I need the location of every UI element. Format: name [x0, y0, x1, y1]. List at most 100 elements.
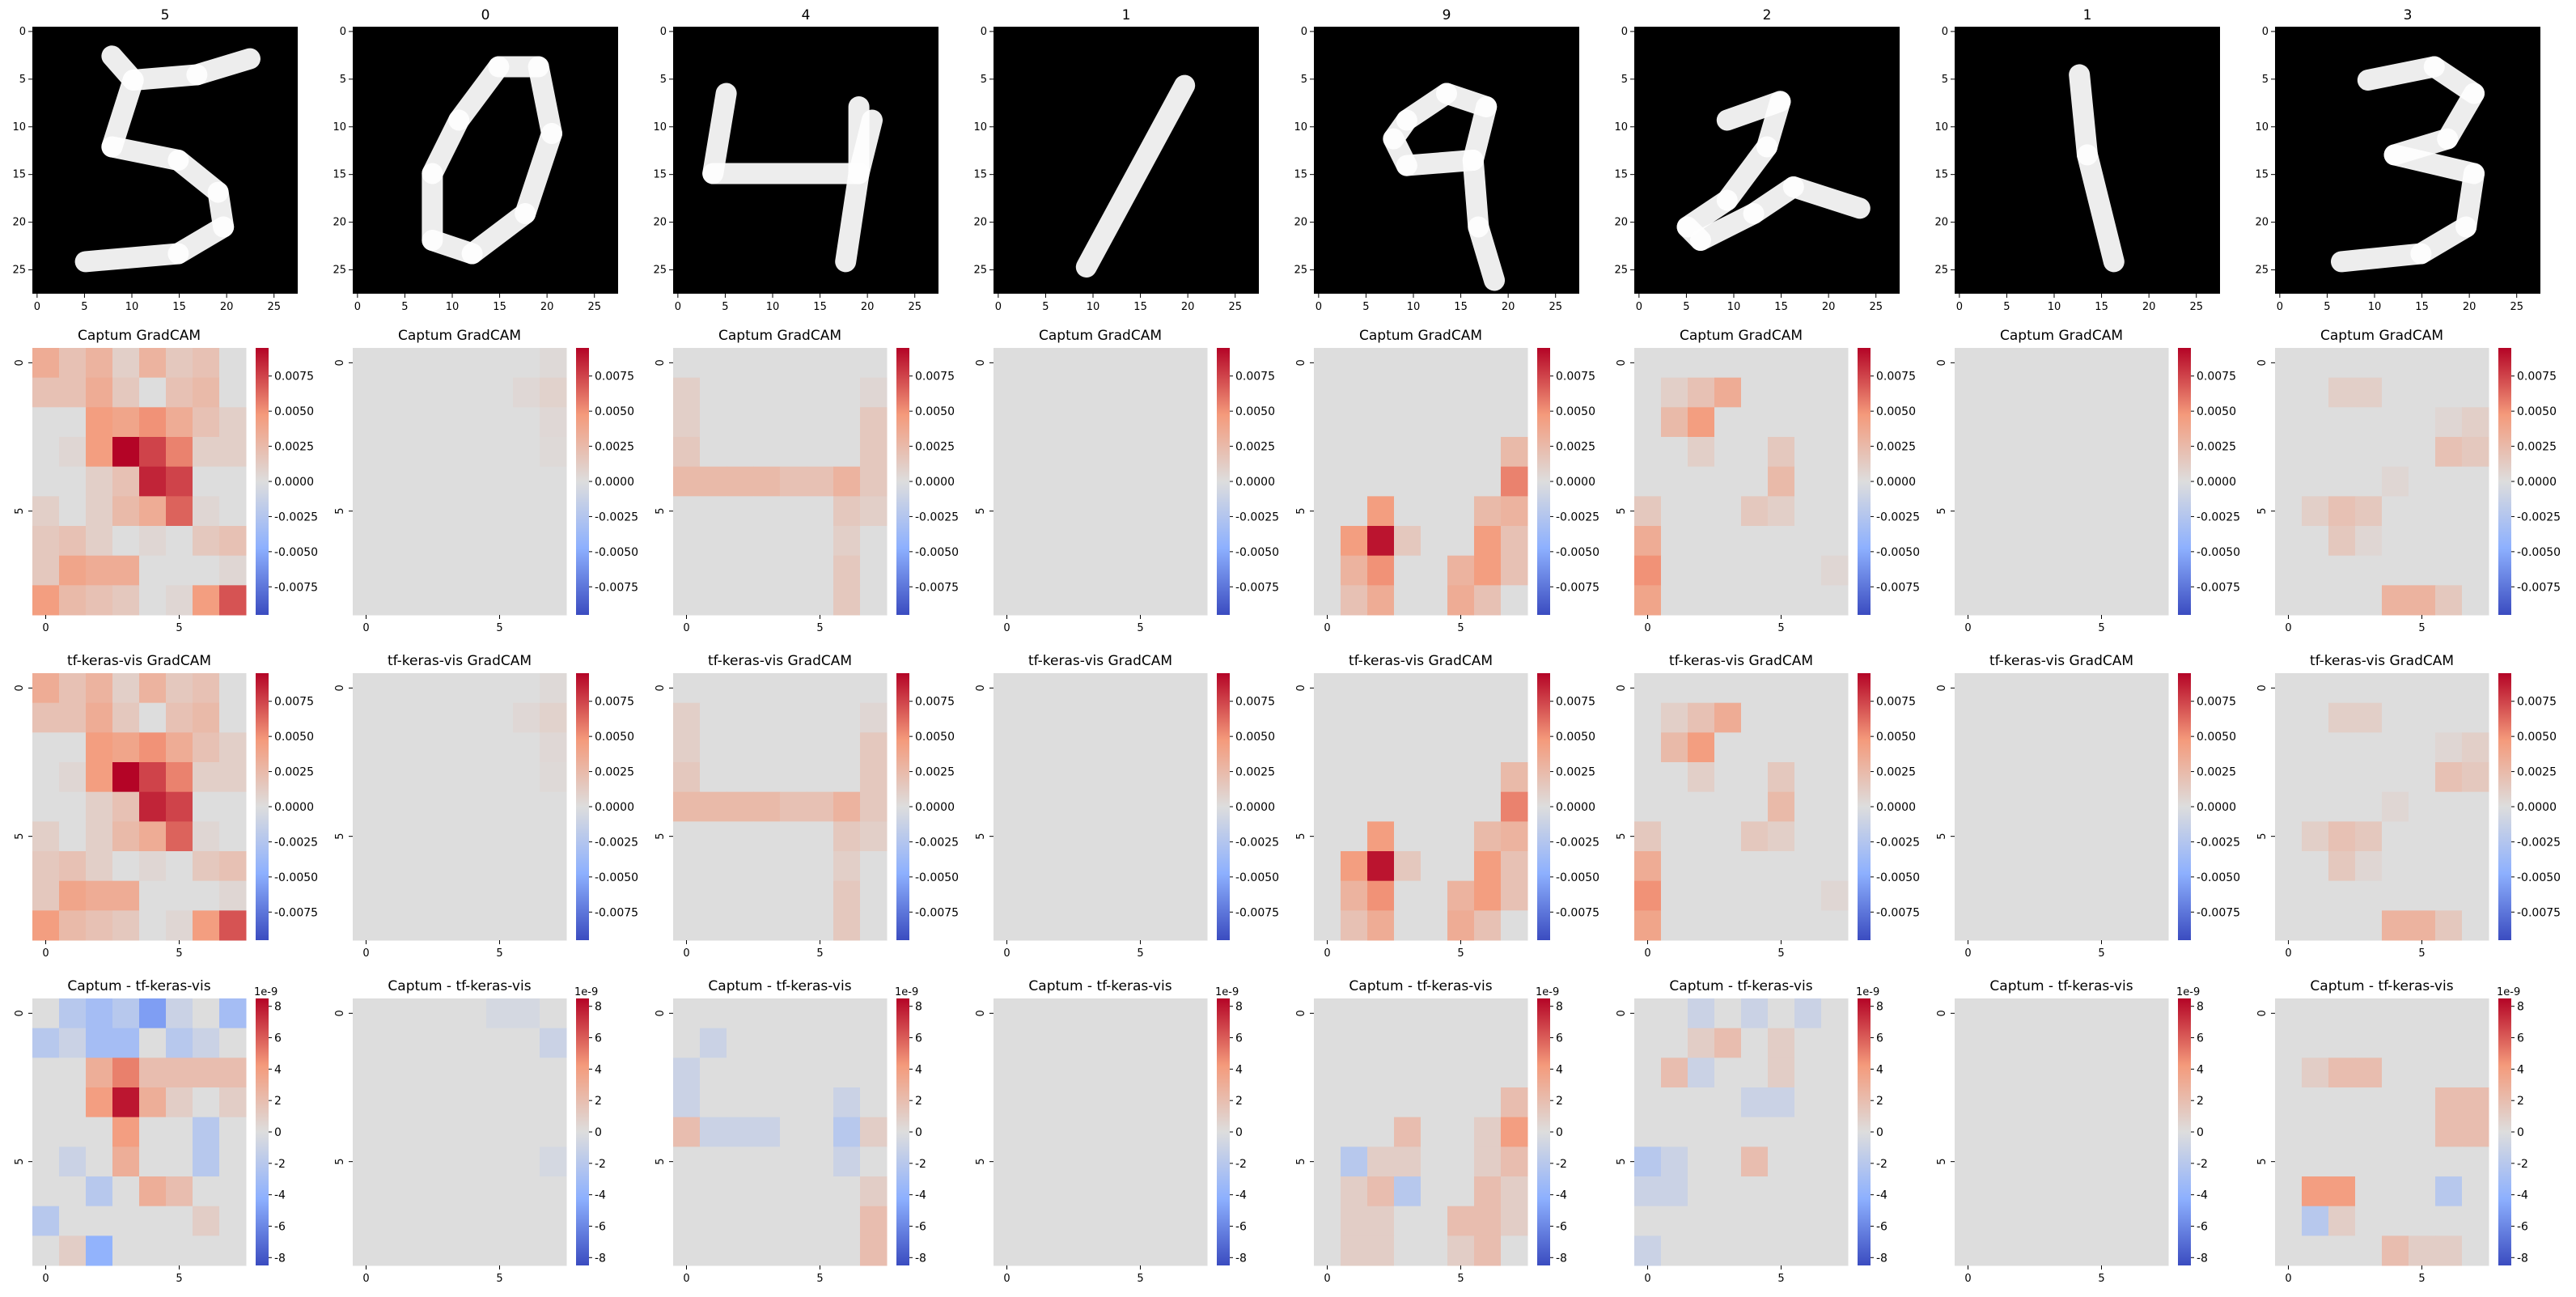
heatmap-cell — [753, 585, 781, 616]
y-tick-label: 25 — [973, 265, 987, 277]
heatmap-cell — [86, 466, 113, 497]
x-tick-label: 5 — [816, 622, 823, 634]
heatmap-cell — [807, 437, 834, 468]
heatmap-cell — [700, 673, 727, 704]
heatmap-cell — [1981, 702, 2009, 733]
heatmap-cell — [406, 851, 434, 882]
colorbar-tick-label: -0.0025 — [2197, 836, 2240, 849]
heatmap-cell — [1447, 585, 1475, 616]
heatmap-cell — [994, 1236, 1021, 1266]
colorbar-tick-label: 2 — [915, 1095, 922, 1108]
heatmap-cell — [2275, 437, 2303, 468]
heatmap-cell — [807, 821, 834, 852]
heatmap-cell — [2328, 732, 2356, 763]
digit-title: 5 — [161, 7, 170, 23]
colorbar-tick-label: 0.0000 — [1556, 801, 1595, 814]
heatmap-cell — [193, 377, 220, 408]
heatmap-cell — [1634, 526, 1662, 557]
heatmap-cell — [2088, 1058, 2116, 1088]
heatmap-cell — [753, 526, 781, 557]
heatmap-cell — [753, 407, 781, 438]
heatmap-cell — [700, 377, 727, 408]
heatmap-cell — [2008, 673, 2036, 704]
heatmap-cell — [379, 998, 407, 1029]
heatmap-cell — [1421, 1236, 1448, 1266]
heatmap-cell — [1794, 1147, 1822, 1177]
heatmap-cell — [2088, 1147, 2116, 1177]
colorbar-tick-label: 0.0075 — [274, 371, 314, 384]
heatmap-cell — [353, 791, 380, 822]
heatmap-cell — [1474, 791, 1502, 822]
heatmap-cell — [700, 880, 727, 911]
digit-stroke — [702, 83, 737, 184]
colorbar — [1537, 348, 1550, 615]
heatmap-cell — [833, 851, 861, 882]
heatmap-cell — [2115, 407, 2142, 438]
heatmap-cell — [2382, 702, 2409, 733]
heatmap-cell — [59, 1028, 87, 1058]
heatmap-cell — [860, 496, 888, 527]
colorbar-tick-label: 0.0075 — [1235, 371, 1275, 384]
heatmap-cell — [1981, 585, 2009, 616]
heatmap-cell — [2382, 1058, 2409, 1088]
heatmap-cell — [1981, 1028, 2009, 1058]
heatmap-cell — [860, 791, 888, 822]
heatmap-cell — [1421, 732, 1448, 763]
colorbar-tick-label: -0.0075 — [595, 906, 638, 919]
heatmap-cell — [59, 791, 87, 822]
heatmap-cell — [2008, 1147, 2036, 1177]
heatmap-cell — [2328, 1087, 2356, 1118]
heatmap-cell — [2382, 851, 2409, 882]
heatmap-cell — [833, 407, 861, 438]
heatmap-cell — [32, 466, 60, 497]
heatmap-cell — [2328, 348, 2356, 379]
colorbar-tick-label: 4 — [1235, 1063, 1243, 1076]
heatmap-cell — [1794, 880, 1822, 911]
heatmap-cell — [540, 1117, 567, 1147]
heatmap-cell — [32, 910, 60, 941]
heatmap-cell — [1981, 821, 2009, 852]
heatmap-cell — [166, 851, 193, 882]
colorbar-tick-label: -0.0025 — [274, 511, 318, 523]
heatmap-cell — [379, 348, 407, 379]
heatmap-cell — [780, 998, 807, 1029]
heatmap-cell — [1341, 880, 1368, 911]
digit-stroke — [74, 243, 189, 273]
heatmap-cell — [2355, 673, 2383, 704]
heatmap-cell — [1955, 526, 1982, 557]
heatmap-cell — [406, 1117, 434, 1147]
heatmap-cell — [513, 821, 540, 852]
heatmap-cell — [540, 1028, 567, 1058]
heatmap-cell — [540, 555, 567, 586]
heatmap-cell — [1474, 407, 1502, 438]
heatmap-cell — [32, 880, 60, 911]
heatmap-cell — [2088, 732, 2116, 763]
heatmap-cell — [807, 998, 834, 1029]
heatmap-cell — [2435, 466, 2463, 497]
heatmap-cell — [1314, 496, 1341, 527]
heatmap-cell — [1314, 555, 1341, 586]
heatmap-cell — [753, 673, 781, 704]
heatmap-cell — [2328, 910, 2356, 941]
heatmap-cell — [673, 555, 701, 586]
heatmap-cell — [1714, 377, 1742, 408]
heatmap-cell — [1794, 1176, 1822, 1207]
heatmap-cell — [139, 585, 167, 616]
heatmap-cell — [1341, 998, 1368, 1029]
heatmap-cell — [1955, 585, 1982, 616]
heatmap-cell — [1661, 526, 1688, 557]
heatmap-cell — [1100, 585, 1128, 616]
y-tick-label: 15 — [12, 169, 26, 181]
heatmap-cell — [2328, 1058, 2356, 1088]
heatmap-cell — [2462, 732, 2489, 763]
heatmap-cell — [780, 1117, 807, 1147]
heatmap-cell — [1314, 437, 1341, 468]
heatmap-cell — [673, 1117, 701, 1147]
heatmap-cell — [2035, 1117, 2062, 1147]
heatmap-cell — [2142, 1176, 2169, 1207]
heatmap-cell — [833, 555, 861, 586]
heatmap-cell — [1955, 348, 1982, 379]
heatmap-cell — [1314, 821, 1341, 852]
heatmap-cell — [833, 910, 861, 941]
